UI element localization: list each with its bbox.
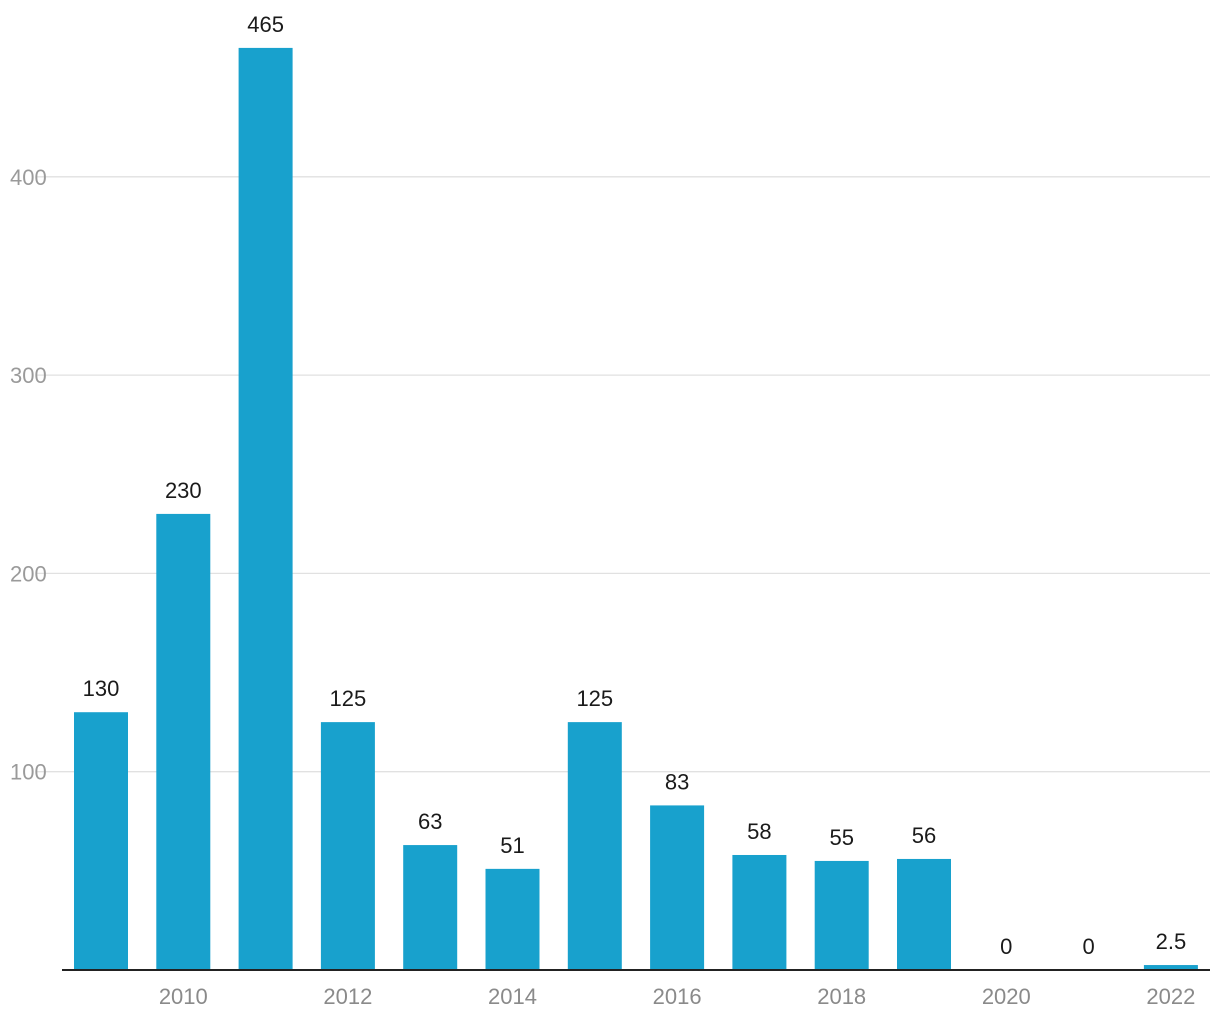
x-tick-label-2010: 2010	[159, 984, 208, 1009]
x-tick-label-2016: 2016	[653, 984, 702, 1009]
data-label-2021: 0	[1082, 934, 1094, 959]
bar-2010	[156, 513, 211, 970]
bar-2019	[897, 858, 951, 970]
data-label-2009: 130	[83, 676, 120, 701]
y-tick-label: 400	[10, 165, 47, 190]
gridlines	[36, 176, 1210, 773]
data-label-2014: 51	[500, 833, 524, 858]
y-tick-label: 300	[10, 363, 47, 388]
bar-2013	[403, 845, 458, 970]
bar-2018	[814, 860, 869, 970]
data-label-2020: 0	[1000, 934, 1012, 959]
x-tick-label-2014: 2014	[488, 984, 537, 1009]
bar-2022	[1143, 965, 1198, 970]
data-label-2017: 58	[747, 819, 771, 844]
bar-2015	[567, 722, 622, 970]
x-tick-label-2022: 2022	[1146, 984, 1195, 1009]
data-label-2019: 56	[912, 823, 936, 848]
bar-2011	[238, 47, 293, 970]
x-tick-label-2012: 2012	[323, 984, 372, 1009]
data-label-2012: 125	[330, 686, 367, 711]
y-axis-ticks: 100 200 300 400	[10, 165, 47, 785]
y-tick-label: 100	[10, 760, 47, 785]
data-label-2022: 2.5	[1156, 929, 1187, 954]
x-tick-label-2020: 2020	[982, 984, 1031, 1009]
bar-2017	[732, 854, 787, 970]
bars	[74, 47, 1198, 970]
data-label-2011: 465	[247, 12, 284, 37]
data-label-2016: 83	[665, 769, 689, 794]
x-tick-label-2018: 2018	[817, 984, 866, 1009]
bar-2016	[650, 805, 705, 970]
bar-2009	[74, 712, 128, 970]
bar-2012	[320, 722, 375, 970]
data-label-2015: 125	[576, 686, 613, 711]
y-tick-label: 200	[10, 561, 47, 586]
data-labels: 130 230 465 125 63 51 125 83 58 55 56 0 0 2.5	[83, 12, 1187, 959]
data-label-2013: 63	[418, 809, 442, 834]
x-axis-ticks: 2010 2012 2014 2016 2018 2020 2022	[159, 984, 1196, 1009]
bar-2014	[485, 868, 540, 970]
data-label-2018: 55	[829, 825, 853, 850]
data-label-2010: 230	[165, 478, 202, 503]
